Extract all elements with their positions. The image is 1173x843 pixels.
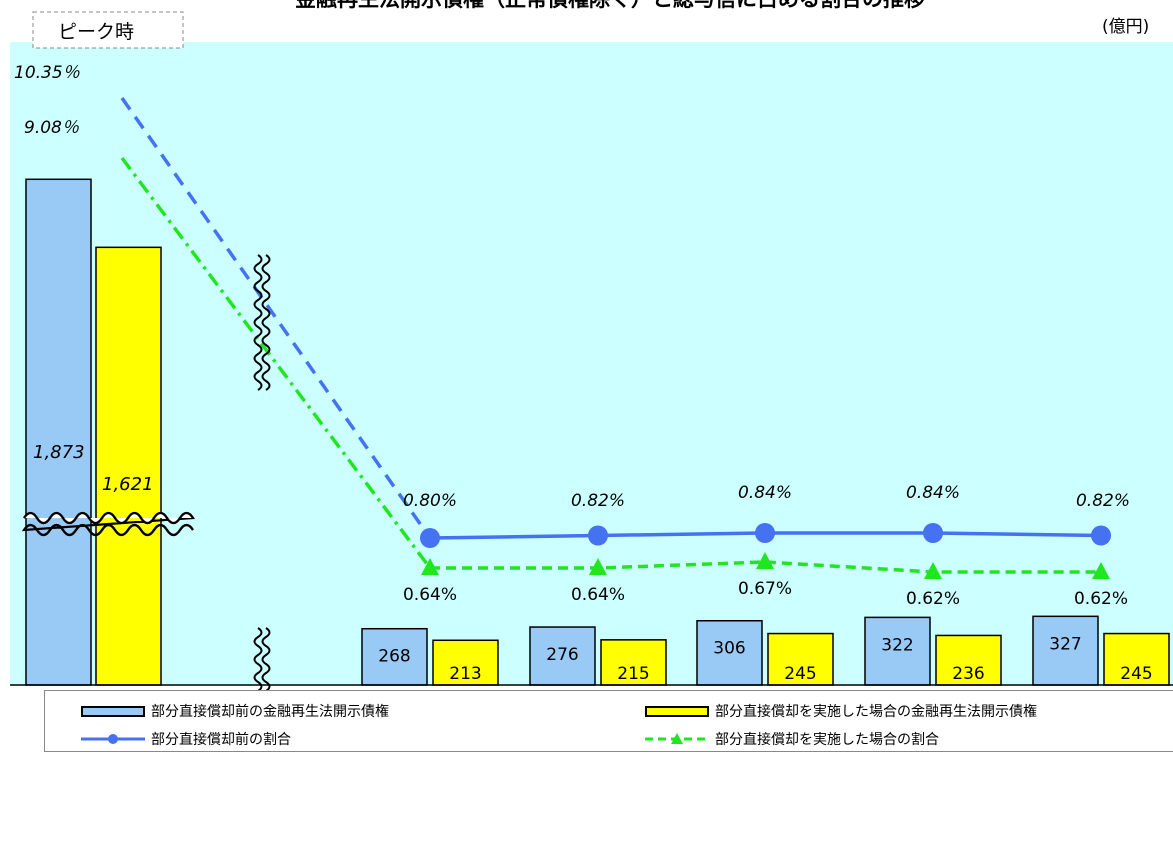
line-after-point — [589, 558, 607, 575]
bar-after — [95, 246, 162, 686]
bar-after — [600, 639, 667, 686]
legend: 部分直接償却前の金融再生法開示債権 部分直接償却を実施した場合の金融再生法開示債… — [44, 690, 1173, 752]
legend-swatch-blue-line — [81, 734, 145, 744]
line-before-label: 0.82% — [571, 491, 625, 511]
bar-after-label: 215 — [617, 664, 649, 684]
line-before-label: 0.80% — [403, 491, 457, 511]
plot-area — [10, 42, 1173, 685]
line-after-point — [756, 552, 774, 569]
bar-after-label: 236 — [952, 664, 984, 684]
bar-before — [529, 626, 596, 686]
line-after-peak-label: 9.08％ — [24, 118, 80, 138]
bar-before-label: 327 — [1049, 634, 1081, 654]
legend-swatch-yellow-bar — [645, 705, 709, 717]
bar-before — [1032, 615, 1099, 686]
line-before-point — [420, 528, 440, 548]
legend-item-line-after: 部分直接償却を実施した場合の割合 — [645, 729, 939, 749]
line-before-label: 0.84% — [906, 483, 960, 503]
legend-item-bar-after: 部分直接償却を実施した場合の金融再生法開示債権 — [645, 701, 1037, 721]
bar-after — [767, 632, 834, 686]
line-after-series — [430, 560, 1101, 574]
bar-after-label: 1,621 — [102, 474, 154, 495]
legend-item-line-before: 部分直接償却前の割合 — [81, 729, 291, 749]
axis-break-mark — [253, 254, 263, 391]
bar-after-label: 245 — [784, 664, 816, 684]
bar-before-label: 268 — [378, 647, 410, 667]
line-before-label: 0.84% — [738, 483, 792, 503]
axis-breaks — [21, 254, 271, 746]
line-after-label: 0.62% — [906, 589, 960, 609]
bar-break-line — [23, 511, 194, 525]
bar-before-label: 306 — [713, 639, 745, 659]
bar-break-line — [23, 523, 194, 537]
bar-after — [935, 634, 1002, 686]
unit-label: (億円) — [1102, 17, 1149, 37]
bar-before-label: 322 — [881, 635, 913, 655]
bar-before-label: 276 — [546, 645, 578, 665]
legend-label: 部分直接償却を実施した場合の割合 — [715, 732, 939, 748]
legend-label: 部分直接償却前の割合 — [151, 732, 291, 748]
peak-label-box — [32, 11, 184, 49]
legend-label: 部分直接償却前の金融再生法開示債権 — [151, 704, 389, 720]
bar-after-label: 213 — [449, 664, 481, 684]
legend-swatch-green-line — [645, 733, 709, 744]
bar-after — [1103, 632, 1170, 686]
line-before-peak-segment — [120, 96, 432, 540]
bar-before — [864, 616, 931, 686]
bar-after-label: 245 — [1120, 664, 1152, 684]
legend-label: 部分直接償却を実施した場合の金融再生法開示債権 — [715, 704, 1037, 720]
line-after-point — [421, 558, 439, 575]
line-before-peak-label: 10.35％ — [14, 63, 81, 83]
peak-label: ピーク時 — [58, 21, 134, 43]
lines-group: 0.80% 0.64% 0.82% 0.64% 0.84% 0.67% 0.84% 0.62%… — [14, 63, 1130, 609]
line-before-label: 0.82% — [1076, 491, 1130, 511]
chart: 金融再生法開示債権（正常債権除く）と総与信に占める割合の推移 (億円) ピーク時… — [10, 0, 1173, 746]
bar-before — [25, 178, 92, 686]
legend-swatch-blue-bar — [81, 705, 145, 717]
line-before-point — [923, 523, 943, 543]
line-after-label: 0.62% — [1074, 589, 1128, 609]
line-after-peak-segment — [120, 156, 432, 570]
bar-after — [432, 639, 499, 686]
line-before-point — [588, 525, 608, 546]
bar-before-label: 1,873 — [33, 442, 85, 463]
legend-item-bar-before: 部分直接償却前の金融再生法開示債権 — [81, 701, 389, 721]
line-after-point — [1092, 562, 1110, 579]
bar-before — [696, 619, 763, 686]
line-before-point — [1091, 525, 1111, 546]
line-after-point — [924, 562, 942, 579]
line-after-label: 0.64% — [403, 585, 457, 605]
chart-title: 金融再生法開示債権（正常債権除く）と総与信に占める割合の推移 — [294, 0, 925, 11]
line-after-label: 0.67% — [738, 579, 792, 599]
line-before-point — [755, 523, 775, 543]
axis-break-mark — [261, 254, 271, 391]
line-after-label: 0.64% — [571, 585, 625, 605]
